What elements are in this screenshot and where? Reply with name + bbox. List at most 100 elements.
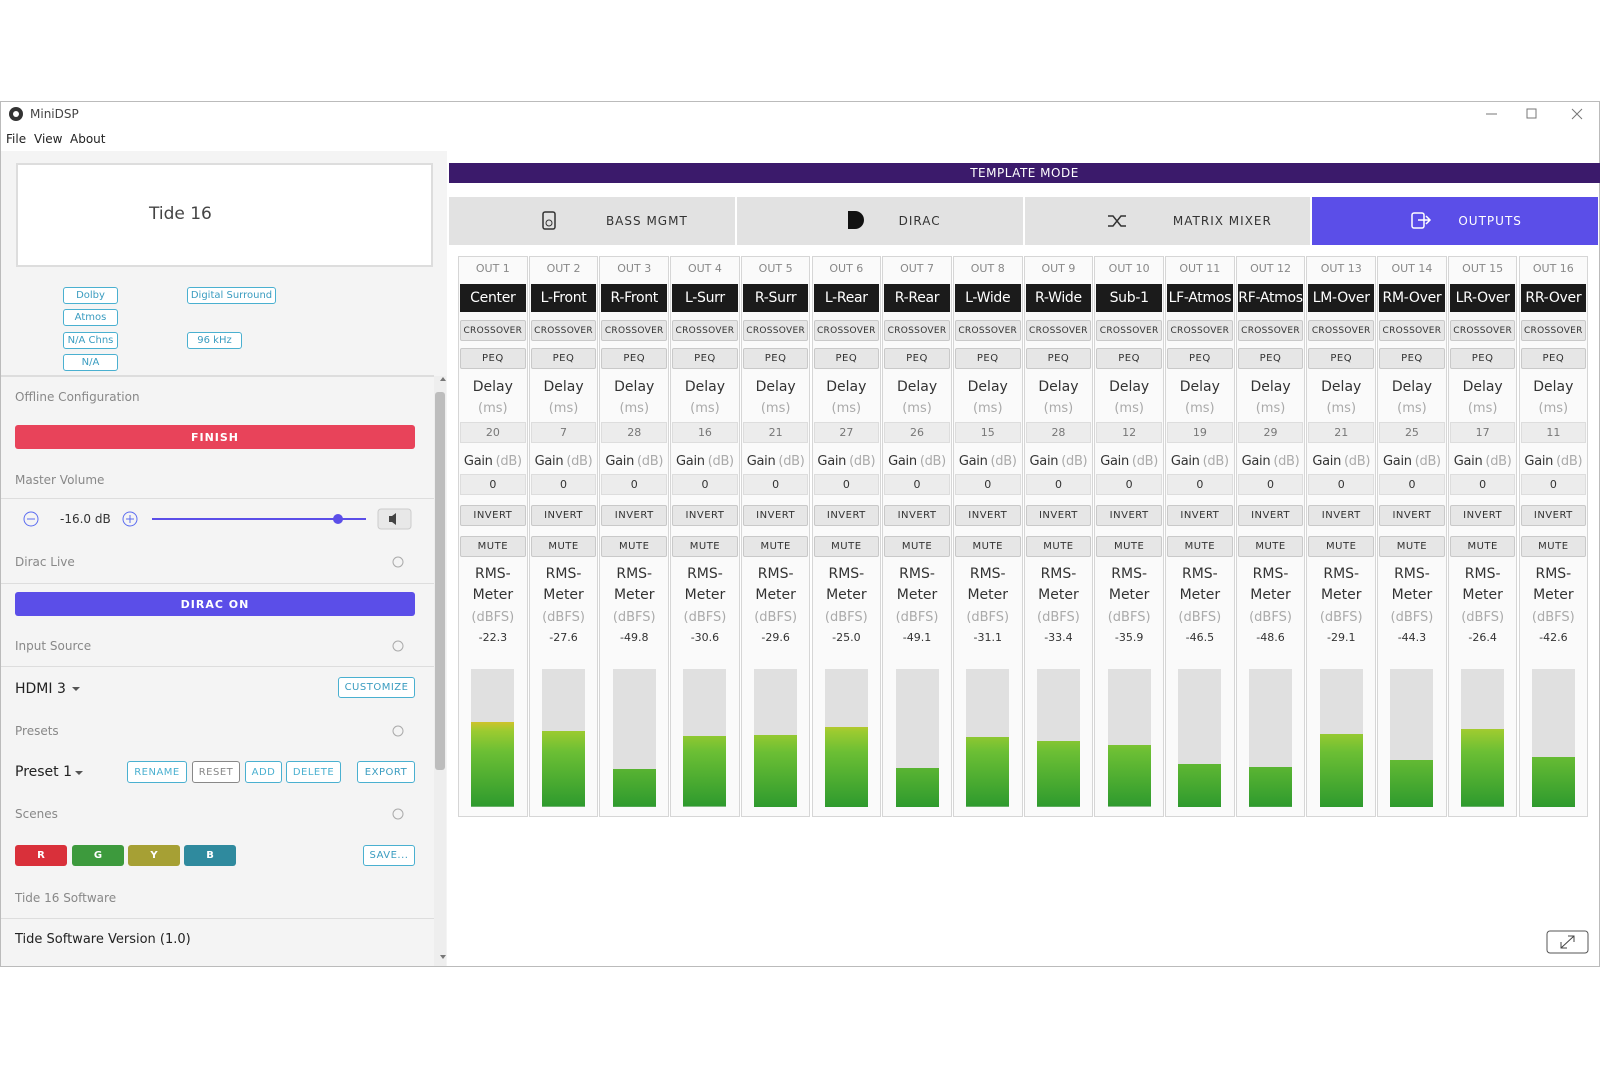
invert-button[interactable]: INVERT bbox=[672, 505, 738, 526]
peq-button[interactable]: PEQ bbox=[1096, 348, 1162, 369]
crossover-button[interactable]: CROSSOVER bbox=[1096, 320, 1162, 341]
peq-button[interactable]: PEQ bbox=[1520, 348, 1587, 369]
tab[interactable]: MATRIX MIXER bbox=[1024, 197, 1311, 245]
gain-value[interactable]: 0 bbox=[1308, 474, 1375, 495]
invert-button[interactable]: INVERT bbox=[460, 505, 526, 526]
scene-button[interactable]: B bbox=[184, 845, 236, 866]
export-button[interactable]: EXPORT bbox=[357, 761, 415, 783]
mute-button[interactable]: MUTE bbox=[530, 536, 597, 557]
invert-button[interactable]: INVERT bbox=[1025, 505, 1092, 526]
peq-button[interactable]: PEQ bbox=[672, 348, 738, 369]
crossover-button[interactable]: CROSSOVER bbox=[954, 320, 1021, 341]
channel-name[interactable]: R-Surr bbox=[742, 284, 809, 312]
crossover-button[interactable]: CROSSOVER bbox=[1308, 320, 1375, 341]
peq-button[interactable]: PEQ bbox=[1308, 348, 1375, 369]
invert-button[interactable]: INVERT bbox=[601, 505, 668, 526]
peq-button[interactable]: PEQ bbox=[530, 348, 597, 369]
gain-value[interactable]: 0 bbox=[1520, 474, 1587, 495]
delay-value[interactable]: 11 bbox=[1520, 422, 1587, 443]
mute-button[interactable]: MUTE bbox=[1237, 536, 1304, 557]
channel-name[interactable]: LF-Atmos bbox=[1167, 284, 1233, 312]
preset-dropdown[interactable]: Preset 1 bbox=[15, 764, 73, 780]
invert-button[interactable]: INVERT bbox=[1449, 505, 1516, 526]
channel-name[interactable]: L-Surr bbox=[672, 284, 738, 312]
dirac-button[interactable]: DIRAC ON bbox=[15, 592, 415, 616]
gain-value[interactable]: 0 bbox=[954, 474, 1021, 495]
gain-value[interactable]: 0 bbox=[672, 474, 738, 495]
scene-button[interactable]: R bbox=[15, 845, 67, 866]
invert-button[interactable]: INVERT bbox=[954, 505, 1021, 526]
channel-name[interactable]: R-Wide bbox=[1025, 284, 1092, 312]
peq-button[interactable]: PEQ bbox=[1025, 348, 1092, 369]
channel-name[interactable]: Sub-1 bbox=[1096, 284, 1162, 312]
tab[interactable]: BASS MGMT bbox=[449, 197, 735, 245]
channel-name[interactable]: LR-Over bbox=[1449, 284, 1516, 312]
mute-button[interactable]: MUTE bbox=[1379, 536, 1445, 557]
scene-button[interactable]: G bbox=[72, 845, 124, 866]
mute-button[interactable]: MUTE bbox=[1308, 536, 1375, 557]
delay-value[interactable]: 21 bbox=[742, 422, 809, 443]
invert-button[interactable]: INVERT bbox=[813, 505, 880, 526]
delay-value[interactable]: 16 bbox=[672, 422, 738, 443]
preset-button[interactable]: ADD bbox=[245, 761, 282, 783]
gain-value[interactable]: 0 bbox=[1379, 474, 1445, 495]
invert-button[interactable]: INVERT bbox=[1167, 505, 1233, 526]
delay-value[interactable]: 19 bbox=[1167, 422, 1233, 443]
gain-value[interactable]: 0 bbox=[1237, 474, 1304, 495]
gain-value[interactable]: 0 bbox=[742, 474, 809, 495]
delay-value[interactable]: 17 bbox=[1449, 422, 1516, 443]
tab-selected[interactable]: OUTPUTS bbox=[1312, 197, 1598, 245]
channel-name[interactable]: RR-Over bbox=[1520, 284, 1587, 312]
channel-name[interactable]: RM-Over bbox=[1379, 284, 1445, 312]
mute-button[interactable]: MUTE bbox=[601, 536, 668, 557]
save-button[interactable]: SAVE... bbox=[363, 845, 415, 866]
delay-value[interactable]: 27 bbox=[813, 422, 880, 443]
channel-name[interactable]: L-Wide bbox=[954, 284, 1021, 312]
peq-button[interactable]: PEQ bbox=[1449, 348, 1516, 369]
peq-button[interactable]: PEQ bbox=[1237, 348, 1304, 369]
delay-value[interactable]: 25 bbox=[1379, 422, 1445, 443]
crossover-button[interactable]: CROSSOVER bbox=[1379, 320, 1445, 341]
gain-value[interactable]: 0 bbox=[1167, 474, 1233, 495]
invert-button[interactable]: INVERT bbox=[1520, 505, 1587, 526]
peq-button[interactable]: PEQ bbox=[742, 348, 809, 369]
scene-button[interactable]: Y bbox=[128, 845, 180, 866]
mute-button[interactable]: MUTE bbox=[742, 536, 809, 557]
delay-value[interactable]: 7 bbox=[530, 422, 597, 443]
crossover-button[interactable]: CROSSOVER bbox=[601, 320, 668, 341]
customize-button[interactable]: CUSTOMIZE bbox=[338, 677, 415, 698]
channel-name[interactable]: LM-Over bbox=[1308, 284, 1375, 312]
delay-value[interactable]: 21 bbox=[1308, 422, 1375, 443]
mute-button[interactable]: MUTE bbox=[1096, 536, 1162, 557]
gain-value[interactable]: 0 bbox=[460, 474, 526, 495]
gain-value[interactable]: 0 bbox=[884, 474, 950, 495]
crossover-button[interactable]: CROSSOVER bbox=[884, 320, 950, 341]
scroll-thumb[interactable] bbox=[435, 392, 445, 770]
channel-name[interactable]: L-Rear bbox=[813, 284, 880, 312]
preset-button[interactable]: DELETE bbox=[286, 761, 341, 783]
gain-value[interactable]: 0 bbox=[813, 474, 880, 495]
channel-name[interactable]: Center bbox=[460, 284, 526, 312]
crossover-button[interactable]: CROSSOVER bbox=[742, 320, 809, 341]
delay-value[interactable]: 28 bbox=[1025, 422, 1092, 443]
mute-button[interactable]: MUTE bbox=[1167, 536, 1233, 557]
invert-button[interactable]: INVERT bbox=[1379, 505, 1445, 526]
delay-value[interactable]: 20 bbox=[460, 422, 526, 443]
delay-value[interactable]: 12 bbox=[1096, 422, 1162, 443]
invert-button[interactable]: INVERT bbox=[742, 505, 809, 526]
crossover-button[interactable]: CROSSOVER bbox=[530, 320, 597, 341]
crossover-button[interactable]: CROSSOVER bbox=[1025, 320, 1092, 341]
gain-value[interactable]: 0 bbox=[1449, 474, 1516, 495]
mute-button[interactable]: MUTE bbox=[1025, 536, 1092, 557]
crossover-button[interactable]: CROSSOVER bbox=[1449, 320, 1516, 341]
gain-value[interactable]: 0 bbox=[601, 474, 668, 495]
menu-item[interactable]: File bbox=[6, 132, 27, 146]
menu-item[interactable]: About bbox=[70, 132, 106, 146]
peq-button[interactable]: PEQ bbox=[884, 348, 950, 369]
channel-name[interactable]: R-Rear bbox=[884, 284, 950, 312]
peq-button[interactable]: PEQ bbox=[813, 348, 880, 369]
input-dropdown[interactable]: HDMI 3 bbox=[15, 681, 66, 697]
menu-item[interactable]: View bbox=[34, 132, 63, 146]
invert-button[interactable]: INVERT bbox=[1096, 505, 1162, 526]
crossover-button[interactable]: CROSSOVER bbox=[460, 320, 526, 341]
